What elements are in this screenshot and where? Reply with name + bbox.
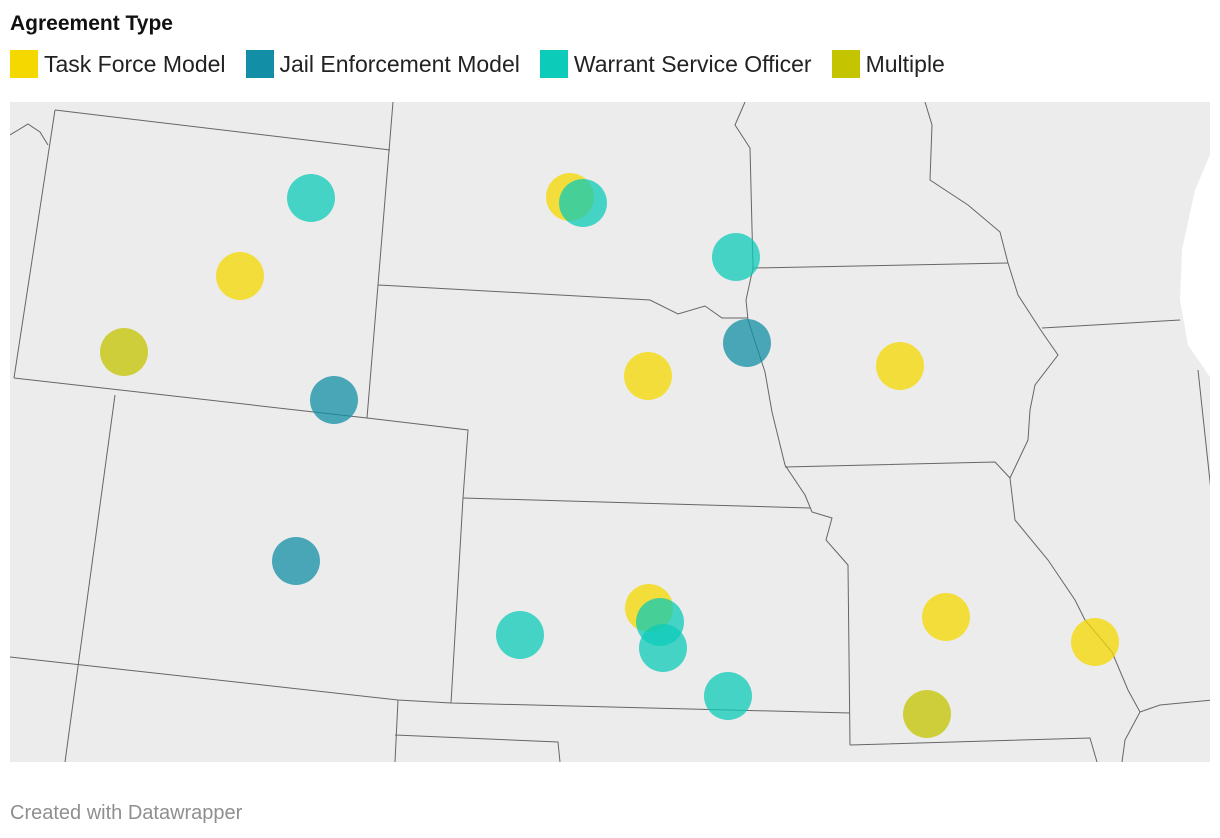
legend-swatch [831, 50, 860, 78]
footer: Created with Datawrapper [10, 802, 243, 824]
legend-swatch [245, 50, 274, 78]
legend-label: Jail Enforcement Model [279, 50, 520, 77]
legend-item: Multiple [831, 50, 945, 78]
marker [1071, 618, 1119, 666]
marker [639, 624, 687, 672]
legend-label: Task Force Model [44, 50, 226, 77]
marker [712, 233, 760, 281]
marker [922, 593, 970, 641]
marker [310, 376, 358, 424]
map-background [10, 102, 1210, 762]
legend-title: Agreement Type [10, 12, 173, 35]
marker [287, 174, 335, 222]
legend-item: Jail Enforcement Model [245, 50, 520, 78]
legend: Task Force Model Jail Enforcement Model Wa… [10, 50, 965, 78]
marker [100, 328, 148, 376]
legend-swatch [539, 50, 568, 78]
marker [903, 690, 951, 738]
marker [704, 672, 752, 720]
marker [624, 352, 672, 400]
marker [496, 611, 544, 659]
legend-label: Warrant Service Officer [573, 50, 812, 77]
markers [100, 173, 1119, 738]
marker [216, 252, 264, 300]
legend-swatch [10, 50, 38, 78]
marker [876, 342, 924, 390]
map [10, 102, 1210, 762]
marker [559, 179, 607, 227]
lake [1180, 154, 1210, 378]
legend-item: Warrant Service Officer [539, 50, 812, 78]
state-borders [10, 102, 1210, 762]
legend-label: Multiple [865, 50, 945, 77]
legend-item: Task Force Model [10, 50, 226, 78]
marker [272, 537, 320, 585]
marker [723, 319, 771, 367]
